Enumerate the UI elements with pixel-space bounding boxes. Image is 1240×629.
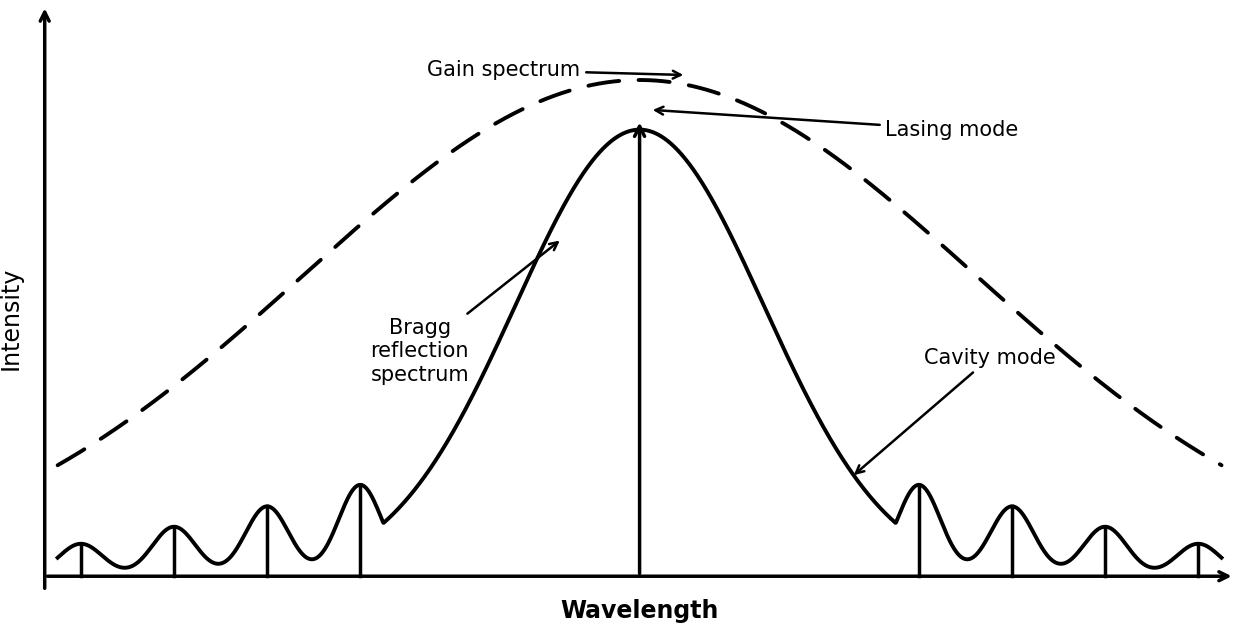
- Text: Lasing mode: Lasing mode: [656, 107, 1018, 140]
- Text: Intensity: Intensity: [0, 267, 24, 370]
- Text: Bragg
reflection
spectrum: Bragg reflection spectrum: [371, 242, 558, 384]
- X-axis label: Wavelength: Wavelength: [560, 599, 719, 623]
- Text: Cavity mode: Cavity mode: [856, 348, 1055, 474]
- Text: Gain spectrum: Gain spectrum: [428, 60, 681, 80]
